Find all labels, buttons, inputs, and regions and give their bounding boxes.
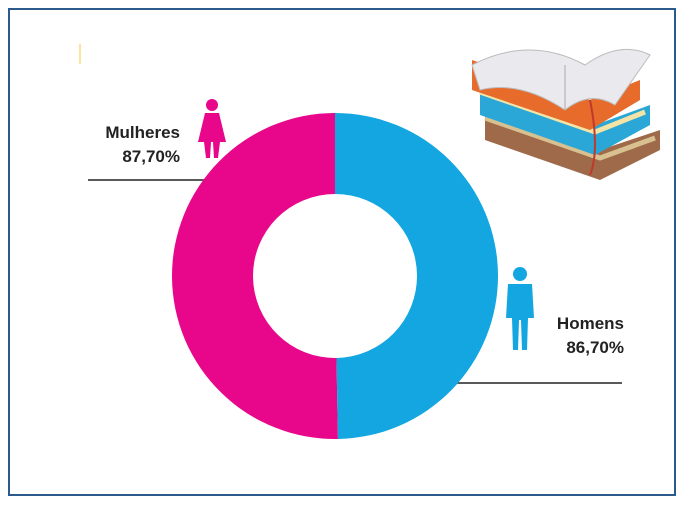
value-label: 87,70% [122,147,180,166]
female-icon [198,99,226,158]
category-label: Mulheres [105,123,180,142]
books-icon [471,48,660,180]
donut-segment [171,113,338,439]
value-label: 86,70% [566,338,624,357]
donut-segment [335,113,498,439]
category-label: Homens [557,314,624,333]
male-icon [506,267,534,350]
